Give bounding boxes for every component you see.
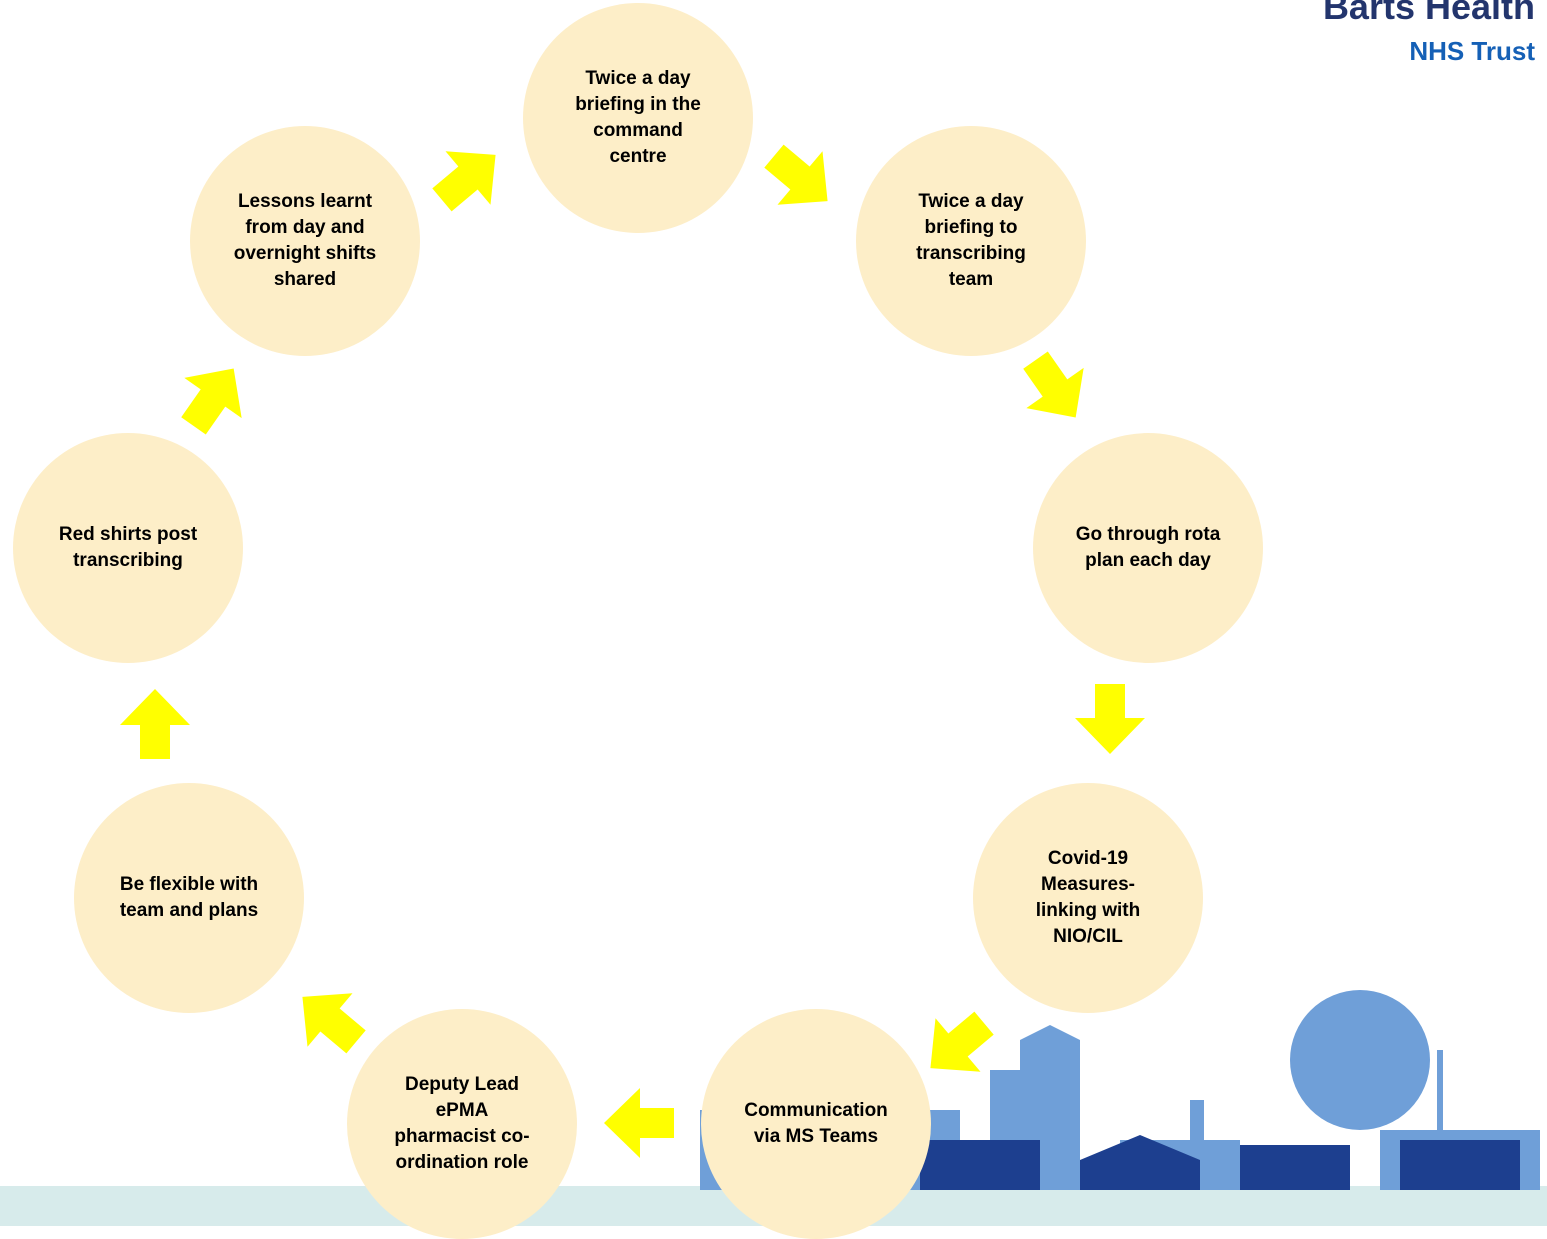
step-label: Lessons learnt from day and overnight sh… <box>230 189 380 293</box>
logo-title: Barts Health <box>1323 0 1535 28</box>
cycle-arrow <box>120 689 190 759</box>
cycle-step: Covid-19 Measures- linking with NIO/CIL <box>973 783 1203 1013</box>
cycle-step: Be flexible with team and plans <box>74 783 304 1013</box>
cycle-arrow <box>165 348 262 445</box>
logo-subtitle: NHS Trust <box>1409 36 1535 67</box>
step-label: Red shirts post transcribing <box>53 522 203 574</box>
cycle-arrow <box>751 129 850 228</box>
cycle-arrow <box>604 1088 674 1158</box>
step-label: Go through rota plan each day <box>1073 522 1223 574</box>
cycle-step: Deputy Lead ePMA pharmacist co-ordinatio… <box>347 1009 577 1239</box>
cycle-step: Twice a day briefing to transcribing tea… <box>856 126 1086 356</box>
page: Barts Health NHS Trust Twice a day brief… <box>0 0 1547 1238</box>
step-label: Be flexible with team and plans <box>114 872 264 924</box>
cycle-step: Twice a day briefing in the command cent… <box>523 3 753 233</box>
step-label: Deputy Lead ePMA pharmacist co-ordinatio… <box>387 1072 537 1176</box>
step-label: Communication via MS Teams <box>741 1098 891 1150</box>
cycle-arrow <box>280 970 379 1069</box>
cycle-step: Lessons learnt from day and overnight sh… <box>190 126 420 356</box>
cycle-arrow <box>1075 684 1145 754</box>
step-label: Covid-19 Measures- linking with NIO/CIL <box>1013 846 1163 950</box>
cycle-step: Communication via MS Teams <box>701 1009 931 1239</box>
step-label: Twice a day briefing in the command cent… <box>563 66 713 170</box>
cycle-step: Red shirts post transcribing <box>13 433 243 663</box>
cycle-arrow <box>419 128 518 227</box>
cycle-arrow <box>1007 340 1104 437</box>
cycle-step: Go through rota plan each day <box>1033 433 1263 663</box>
step-label: Twice a day briefing to transcribing tea… <box>896 189 1046 293</box>
